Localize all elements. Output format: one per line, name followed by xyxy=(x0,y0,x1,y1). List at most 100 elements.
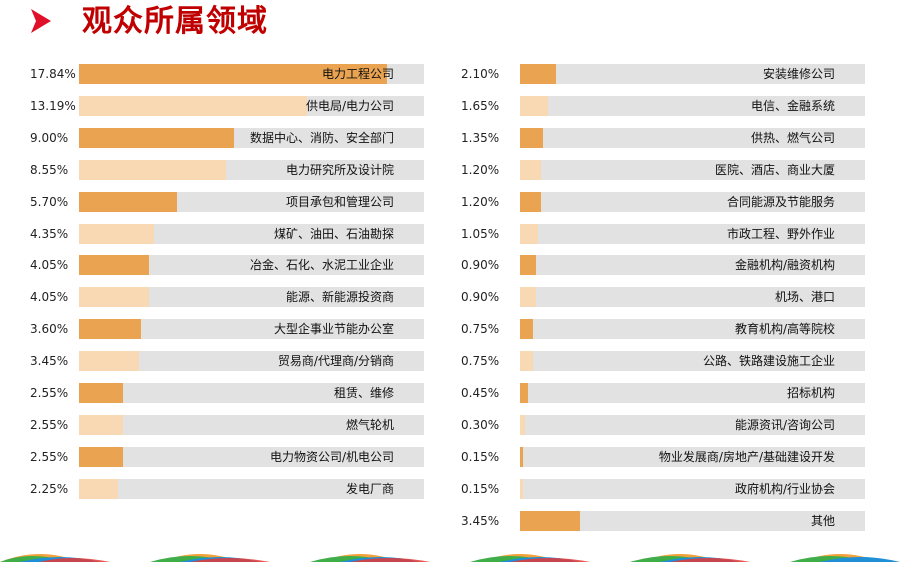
value-label: 0.90% xyxy=(461,290,500,305)
bar-row: 17.84% 电力工程公司 xyxy=(0,57,440,91)
value-label: 17.84% xyxy=(30,67,76,81)
value-label: 1.05% xyxy=(461,226,500,241)
bar-track: 安装维修公司 xyxy=(520,64,865,84)
category-label: 电力研究所及设计院 xyxy=(285,162,394,177)
bar-track: 公路、铁路建设施工企业 xyxy=(520,351,865,372)
value-label: 1.35% xyxy=(461,130,500,145)
bar xyxy=(520,127,544,148)
bar-track: 燃气轮机 xyxy=(79,414,424,435)
category-label: 电信、金融系统 xyxy=(750,98,835,113)
bar xyxy=(79,191,178,212)
bar-row: 0.90% 金融机构/融资机构 xyxy=(455,248,900,282)
bar xyxy=(520,191,541,212)
category-label: 物业发展商/房地产/基础建设开发 xyxy=(658,449,835,464)
bar-track: 租赁、维修 xyxy=(79,383,424,403)
value-label: 0.75% xyxy=(461,354,500,369)
bar-row: 1.20% 医院、酒店、商业大厦 xyxy=(455,153,900,187)
bar-row: 5.70% 项目承包和管理公司 xyxy=(0,185,440,219)
bar xyxy=(520,478,523,499)
bar-track: 供热、燃气公司 xyxy=(520,127,865,148)
category-label: 租赁、维修 xyxy=(333,386,394,400)
category-label: 煤矿、油田、石油勘探 xyxy=(273,226,394,241)
bar-row: 0.15% 政府机构/行业协会 xyxy=(455,472,900,506)
category-label: 教育机构/高等院校 xyxy=(734,322,835,337)
value-label: 2.10% xyxy=(461,67,500,81)
bar-track: 电信、金融系统 xyxy=(520,95,865,116)
decorative-wave-footer xyxy=(0,554,900,562)
category-label: 安装维修公司 xyxy=(762,67,835,81)
category-label: 项目承包和管理公司 xyxy=(285,194,394,209)
bar xyxy=(79,414,123,435)
bar-row: 1.05% 市政工程、野外作业 xyxy=(455,217,900,251)
bar xyxy=(79,446,123,467)
bar xyxy=(79,127,235,148)
value-label: 3.60% xyxy=(30,322,69,337)
bar-track: 供电局/电力公司 xyxy=(79,95,424,116)
bar-track: 贸易商/代理商/分销商 xyxy=(79,351,424,372)
category-label: 供热、燃气公司 xyxy=(750,130,835,145)
category-label: 能源资讯/咨询公司 xyxy=(734,417,835,432)
category-label: 数据中心、消防、安全部门 xyxy=(249,130,394,145)
bar-track: 能源资讯/咨询公司 xyxy=(520,414,865,435)
bar-row: 2.55% 燃气轮机 xyxy=(0,408,440,442)
bar-track: 招标机构 xyxy=(520,383,865,403)
value-label: 1.20% xyxy=(461,162,500,177)
value-label: 5.70% xyxy=(30,194,69,209)
bar-row: 3.45% 其他 xyxy=(455,504,900,538)
value-label: 2.25% xyxy=(30,481,69,496)
category-label: 机场、港口 xyxy=(774,290,835,305)
bar-track: 机场、港口 xyxy=(520,287,865,308)
category-label: 能源、新能源投资商 xyxy=(285,290,394,305)
value-label: 4.35% xyxy=(30,226,69,241)
category-label: 冶金、石化、水泥工业企业 xyxy=(249,258,394,273)
bar-track: 冶金、石化、水泥工业企业 xyxy=(79,255,424,276)
bar-track: 电力研究所及设计院 xyxy=(79,159,424,180)
value-label: 3.45% xyxy=(30,354,69,369)
bar-row: 4.35% 煤矿、油田、石油勘探 xyxy=(0,217,440,251)
value-label: 13.19% xyxy=(30,98,76,113)
bar-row: 1.65% 电信、金融系统 xyxy=(455,89,900,123)
bar xyxy=(520,95,549,116)
value-label: 0.30% xyxy=(461,417,500,432)
bar-track: 煤矿、油田、石油勘探 xyxy=(79,223,424,244)
bar-row: 4.05% 冶金、石化、水泥工业企业 xyxy=(0,248,440,282)
bar xyxy=(520,383,528,403)
bar xyxy=(79,159,227,180)
bar-row: 0.45% 招标机构 xyxy=(455,376,900,410)
bar-row: 8.55% 电力研究所及设计院 xyxy=(0,153,440,187)
value-label: 0.15% xyxy=(461,481,500,496)
category-label: 市政工程、野外作业 xyxy=(726,226,835,241)
bar-track: 物业发展商/房地产/基础建设开发 xyxy=(520,446,865,467)
bar-row: 9.00% 数据中心、消防、安全部门 xyxy=(0,121,440,155)
value-label: 2.55% xyxy=(30,417,69,432)
value-label: 4.05% xyxy=(30,258,69,273)
category-label: 电力物资公司/机电公司 xyxy=(269,449,394,464)
value-label: 1.65% xyxy=(461,98,500,113)
bar-track: 教育机构/高等院校 xyxy=(520,319,865,340)
category-label: 燃气轮机 xyxy=(345,417,394,432)
bar xyxy=(79,383,123,403)
value-label: 0.45% xyxy=(461,386,500,400)
arrow-icon xyxy=(31,9,51,33)
bar xyxy=(520,351,533,372)
bar-row: 3.60% 大型企事业节能办公室 xyxy=(0,312,440,346)
category-label: 电力工程公司 xyxy=(321,67,394,81)
bar xyxy=(520,287,536,308)
bar xyxy=(79,478,118,499)
category-label: 贸易商/代理商/分销商 xyxy=(277,354,394,369)
value-label: 1.20% xyxy=(461,194,500,209)
bar-track: 市政工程、野外作业 xyxy=(520,223,865,244)
value-label: 0.15% xyxy=(461,449,500,464)
bar xyxy=(520,159,541,180)
category-label: 招标机构 xyxy=(786,386,835,400)
category-label: 供电局/电力公司 xyxy=(305,98,394,113)
bar xyxy=(520,255,536,276)
category-label: 金融机构/融资机构 xyxy=(734,258,835,273)
bar xyxy=(520,446,523,467)
bar xyxy=(79,223,155,244)
value-label: 0.75% xyxy=(461,322,500,337)
bar-track: 大型企事业节能办公室 xyxy=(79,319,424,340)
bar-row: 0.30% 能源资讯/咨询公司 xyxy=(455,408,900,442)
bar-track: 金融机构/融资机构 xyxy=(520,255,865,276)
bar-track: 政府机构/行业协会 xyxy=(520,478,865,499)
